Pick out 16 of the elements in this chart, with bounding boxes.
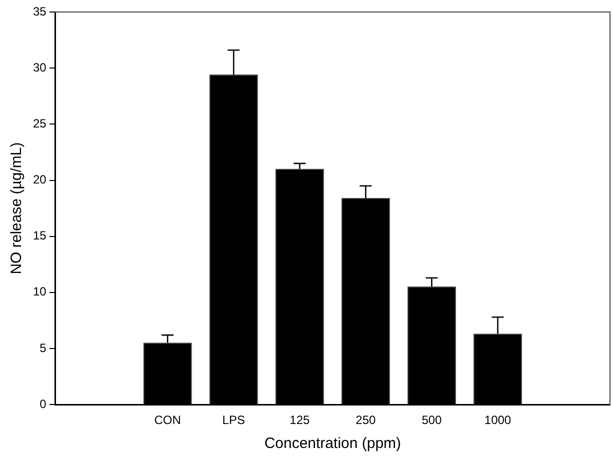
x-axis-title: Concentration (ppm) (264, 435, 402, 452)
y-tick-label: 15 (32, 228, 47, 243)
y-tick-label: 20 (32, 172, 47, 187)
y-tick-label: 30 (32, 60, 47, 74)
y-tick-label: 5 (40, 340, 47, 355)
y-tick-label: 35 (32, 4, 47, 18)
x-tick-label: CON (154, 413, 181, 428)
y-tick-label: 25 (32, 116, 47, 130)
y-tick-label: 10 (32, 284, 47, 299)
x-tick-label: 1000 (484, 413, 512, 428)
y-tick-label: 0 (40, 396, 47, 411)
x-tick-label: 250 (356, 413, 376, 428)
x-tick-label: LPS (222, 413, 245, 428)
x-tick-label: 125 (290, 413, 310, 428)
y-axis-title: NO release (µg/mL) (8, 142, 26, 274)
x-tick-label: 500 (422, 413, 442, 428)
